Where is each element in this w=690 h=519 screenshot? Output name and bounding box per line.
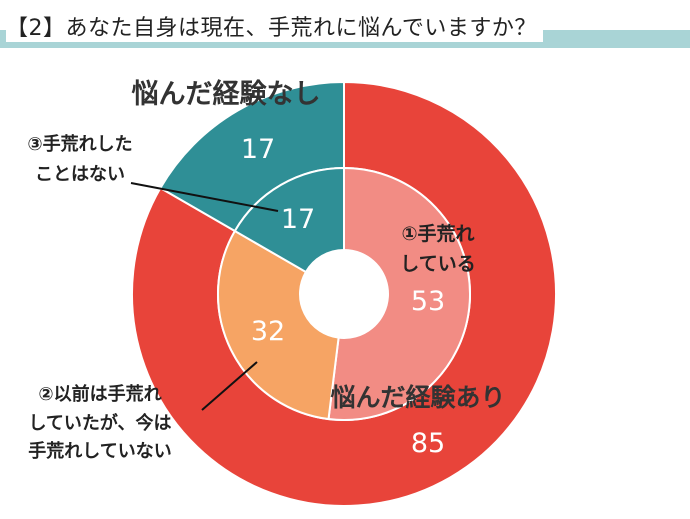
chart-title: 【2】あなた自身は現在、手荒れに悩んでいますか？	[6, 10, 543, 42]
callout-line-past	[201, 361, 258, 411]
callout-past-line3: 手荒れしていない	[28, 440, 171, 462]
donut-hole	[300, 250, 388, 338]
outer-ring	[131, 80, 557, 507]
outer-no-value: 17	[241, 134, 275, 165]
inner-now-label-line1: ①手荒れ	[401, 222, 474, 245]
callout-line-never	[130, 182, 279, 212]
callout-never-line2: ことはない	[35, 164, 125, 185]
inner-past-value: 32	[251, 316, 285, 347]
outer-yes-label: 悩んだ経験あり	[330, 383, 505, 412]
callout-past-line2: していたが、今は	[28, 412, 171, 434]
outer-no-label: 悩んだ経験なし	[132, 78, 321, 110]
inner-now-label-line2: している	[400, 253, 475, 275]
inner-never-value: 17	[281, 204, 315, 235]
callout-never-line1: ③手荒れした	[27, 133, 132, 155]
outer-yes-value: 85	[411, 428, 445, 459]
inner-ring	[217, 166, 471, 421]
callout-past-line1: ②以前は手荒れ	[38, 383, 161, 405]
inner-now-value: 53	[411, 286, 445, 317]
